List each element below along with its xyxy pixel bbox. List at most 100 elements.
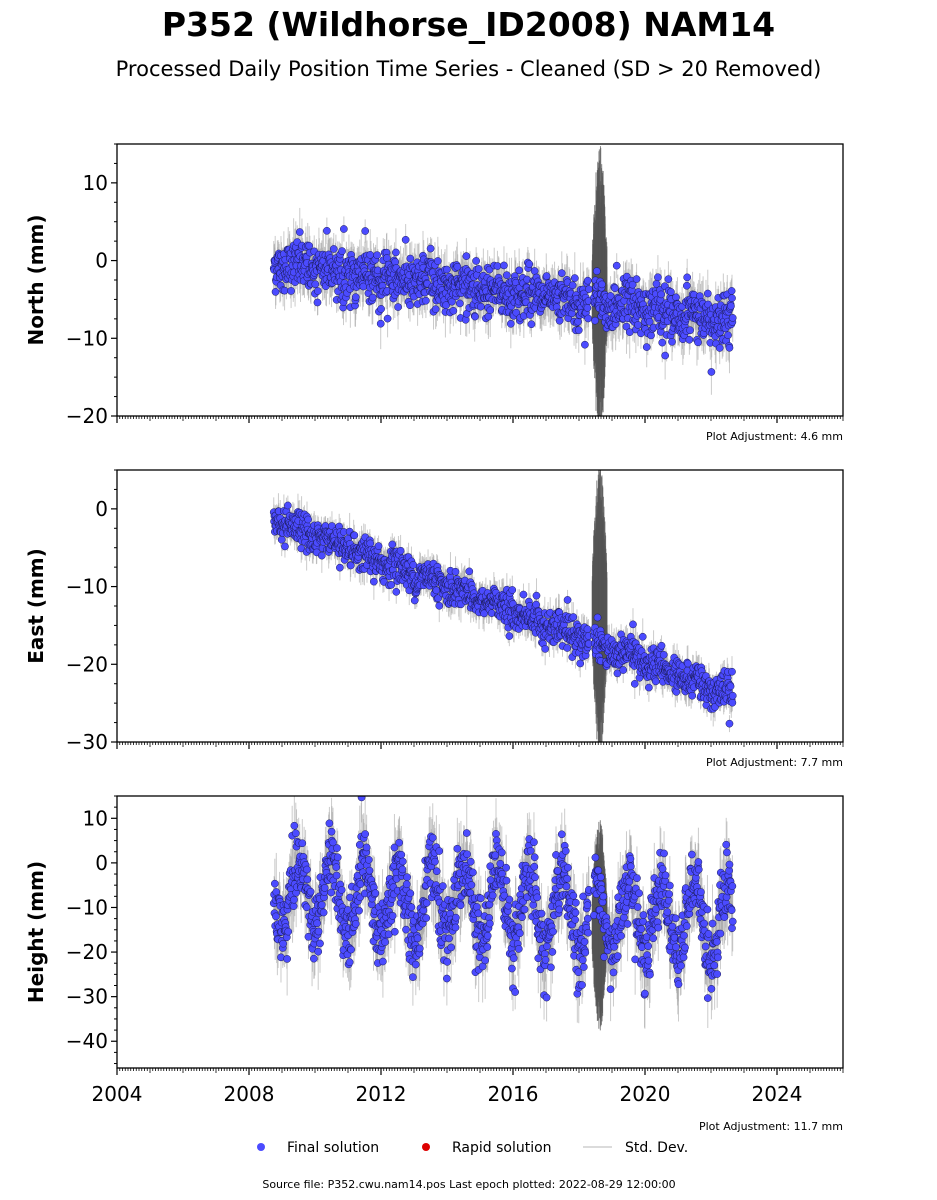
final-solution-points — [269, 501, 737, 728]
final-solution-point — [486, 306, 495, 315]
final-solution-point — [574, 317, 582, 326]
final-solution-point — [448, 297, 456, 306]
final-solution-point — [664, 275, 673, 284]
final-solution-point — [527, 320, 536, 329]
final-solution-point — [658, 338, 667, 347]
final-solution-point — [451, 567, 460, 576]
final-solution-point — [727, 287, 736, 295]
final-solution-point — [376, 319, 385, 328]
final-solution-point — [409, 561, 418, 569]
final-solution-point — [346, 561, 355, 570]
final-solution-point — [453, 262, 462, 271]
final-solution-point — [383, 314, 392, 323]
final-solution-point — [500, 261, 508, 270]
y-tick-label: −20 — [66, 404, 108, 428]
panel-data — [269, 470, 737, 742]
final-solution-point — [592, 267, 601, 276]
final-solution-point — [471, 312, 479, 321]
final-solution-point — [591, 316, 599, 325]
final-solution-point — [283, 501, 292, 510]
final-solution-point — [606, 292, 615, 300]
final-solution-point — [570, 274, 579, 282]
final-solution-point — [657, 290, 666, 299]
panel-data — [269, 146, 737, 416]
y-tick-label: 0 — [95, 249, 108, 273]
final-solution-point — [388, 540, 397, 549]
final-solution-point — [642, 343, 651, 351]
final-solution-point — [422, 296, 430, 305]
final-solution-point — [313, 298, 322, 307]
final-solution-point — [392, 248, 400, 257]
final-solution-point — [542, 272, 551, 280]
final-solution-point — [387, 580, 396, 589]
final-solution-point — [611, 284, 619, 293]
final-solution-point — [724, 331, 732, 340]
chart-subtitle: Processed Daily Position Time Series - C… — [115, 57, 822, 81]
final-solution-point — [361, 227, 370, 235]
final-solution-point — [694, 338, 702, 347]
final-solution-point — [506, 319, 515, 328]
final-solution-point — [366, 539, 375, 548]
final-solution-point — [508, 586, 517, 594]
final-solution-point — [426, 244, 435, 253]
final-solution-point — [530, 267, 539, 275]
final-solution-point — [512, 308, 521, 317]
final-solution-point — [370, 577, 378, 586]
final-solution-point — [612, 261, 621, 270]
final-solution-point — [317, 551, 326, 560]
final-solution-point — [329, 245, 338, 253]
final-solution-point — [707, 368, 716, 376]
final-solution-points — [269, 225, 737, 376]
final-solution-point — [515, 266, 523, 275]
final-solution-point — [628, 280, 637, 289]
final-solution-point — [557, 269, 566, 277]
final-solution-point — [725, 343, 734, 352]
final-solution-point — [472, 257, 480, 265]
final-solution-point — [383, 254, 391, 262]
final-solution-point — [287, 287, 295, 295]
final-solution-point — [727, 302, 735, 310]
final-solution-point — [503, 271, 511, 280]
y-tick-label: −10 — [66, 326, 108, 350]
final-solution-point — [368, 293, 377, 302]
final-solution-point — [634, 321, 642, 329]
final-solution-point — [271, 288, 280, 296]
final-solution-point — [313, 287, 322, 295]
final-solution-point — [585, 285, 593, 293]
final-solution-point — [647, 331, 655, 340]
final-solution-point — [505, 632, 514, 640]
final-solution-point — [668, 337, 676, 346]
y-axis-label: North (mm) — [24, 214, 48, 345]
plot-adjustment-label: Plot Adjustment: 4.6 mm — [706, 430, 843, 443]
final-solution-point — [373, 251, 381, 260]
final-solution-point — [685, 335, 694, 344]
final-solution-point — [661, 351, 669, 360]
final-solution-point — [433, 257, 442, 265]
final-solution-point — [474, 265, 483, 273]
final-solution-point — [683, 273, 692, 282]
final-solution-point — [297, 544, 306, 553]
final-solution-point — [280, 286, 289, 295]
final-solution-point — [374, 542, 383, 550]
final-solution-point — [703, 289, 712, 298]
final-solution-point — [581, 340, 589, 349]
final-solution-point — [574, 326, 583, 334]
final-solution-point — [340, 225, 348, 233]
final-solution-point — [396, 546, 405, 555]
final-solution-point — [632, 275, 641, 283]
chart-title: P352 (Wildhorse_ID2008) NAM14 — [161, 5, 776, 44]
final-solution-point — [434, 594, 443, 603]
final-solution-point — [350, 531, 359, 540]
final-solution-point — [672, 293, 680, 302]
final-solution-point — [435, 601, 444, 610]
final-solution-point — [728, 294, 736, 302]
final-solution-point — [401, 235, 410, 244]
final-solution-point — [682, 281, 691, 290]
final-solution-point — [305, 241, 314, 250]
final-solution-point — [277, 535, 286, 544]
final-solution-point — [583, 304, 592, 312]
final-solution-point — [456, 299, 464, 308]
final-solution-point — [323, 226, 331, 235]
